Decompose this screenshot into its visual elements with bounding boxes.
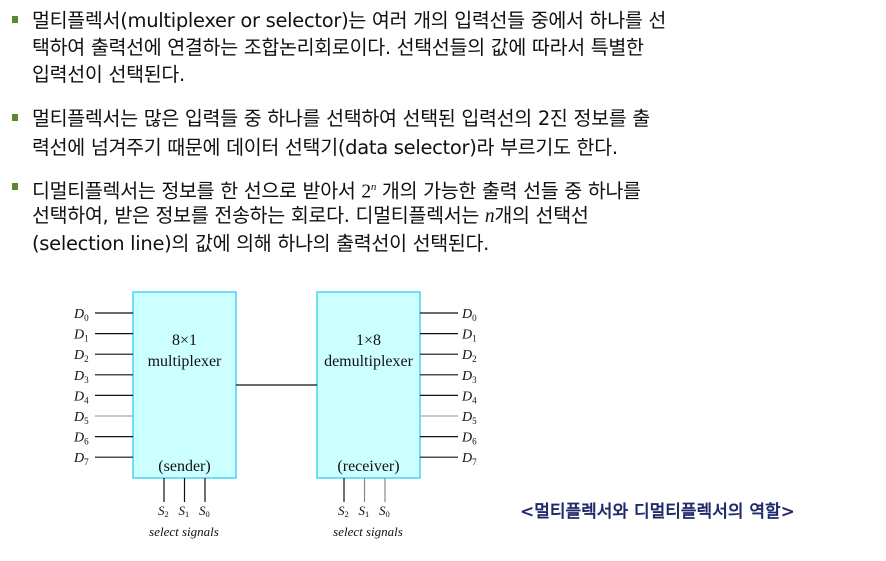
bullet-icon xyxy=(12,114,18,121)
mux-select-label: S2 xyxy=(158,503,169,519)
mux-input-label: D7 xyxy=(73,451,89,467)
demux-subtitle: demultiplexer xyxy=(324,353,414,370)
demux-output-label: D4 xyxy=(461,389,477,405)
bullet-icon xyxy=(12,183,18,190)
multiplexer-box xyxy=(132,291,237,479)
mux-input-label: D3 xyxy=(73,369,89,385)
demux-output-label: D7 xyxy=(461,451,477,467)
text-line: (selection line)의 값에 의해 하나의 출력선이 선택된다. xyxy=(32,232,490,255)
demux-output-label: D6 xyxy=(461,431,477,447)
demux-output-label: D0 xyxy=(461,307,477,323)
demux-title: 1×8 xyxy=(356,332,381,349)
text-line: 력선에 넘겨주기 때문에 데이터 선택기(data selector)라 부르기… xyxy=(32,136,618,159)
mux-select-caption: select signals xyxy=(149,524,219,539)
figure-caption: <멀티플렉서와 디멀티플렉서의 역할> xyxy=(520,502,795,522)
mux-input-label: D2 xyxy=(73,348,89,364)
text-line: 선택하여, 받은 정보를 전송하는 회로다. 디멀티플렉서는 n개의 선택선 xyxy=(32,204,589,227)
text-line: 멀티플렉서(multiplexer or selector)는 여러 개의 입력… xyxy=(32,9,667,32)
demux-output-label: D1 xyxy=(461,328,477,344)
demultiplexer-box xyxy=(316,291,421,479)
demux-select-caption: select signals xyxy=(333,524,403,539)
demux-output-label: D2 xyxy=(461,348,477,364)
mux-title: 8×1 xyxy=(172,332,197,349)
demux-select-label: S0 xyxy=(379,503,390,519)
text-line: 멀티플렉서는 많은 입력들 중 하나를 선택하여 선택된 입력선의 2진 정보를… xyxy=(32,107,650,130)
demux-output-label: D3 xyxy=(461,369,477,385)
mux-input-label: D4 xyxy=(73,389,89,405)
mux-input-label: D6 xyxy=(73,431,89,447)
mux-input-label: D0 xyxy=(73,307,89,323)
text-line: 디멀티플렉서는 정보를 한 선으로 받아서 2n 개의 가능한 출력 선들 중 … xyxy=(32,179,641,203)
demux-role: (receiver) xyxy=(337,458,399,475)
bullet-icon xyxy=(12,16,18,23)
mux-input-label: D5 xyxy=(73,410,89,426)
demux-output-label: D5 xyxy=(461,410,477,426)
mux-input-label: D1 xyxy=(73,328,89,344)
text-line: 택하여 출력선에 연결하는 조합논리회로이다. 선택선들의 값에 따라서 특별한 xyxy=(32,36,644,59)
mux-role: (sender) xyxy=(158,458,210,475)
mux-select-label: S0 xyxy=(199,503,210,519)
mux-select-label: S1 xyxy=(179,503,190,519)
demux-select-label: S2 xyxy=(338,503,349,519)
demux-select-label: S1 xyxy=(359,503,370,519)
text-line: 입력선이 선택된다. xyxy=(32,63,185,86)
mux-subtitle: multiplexer xyxy=(148,353,222,370)
